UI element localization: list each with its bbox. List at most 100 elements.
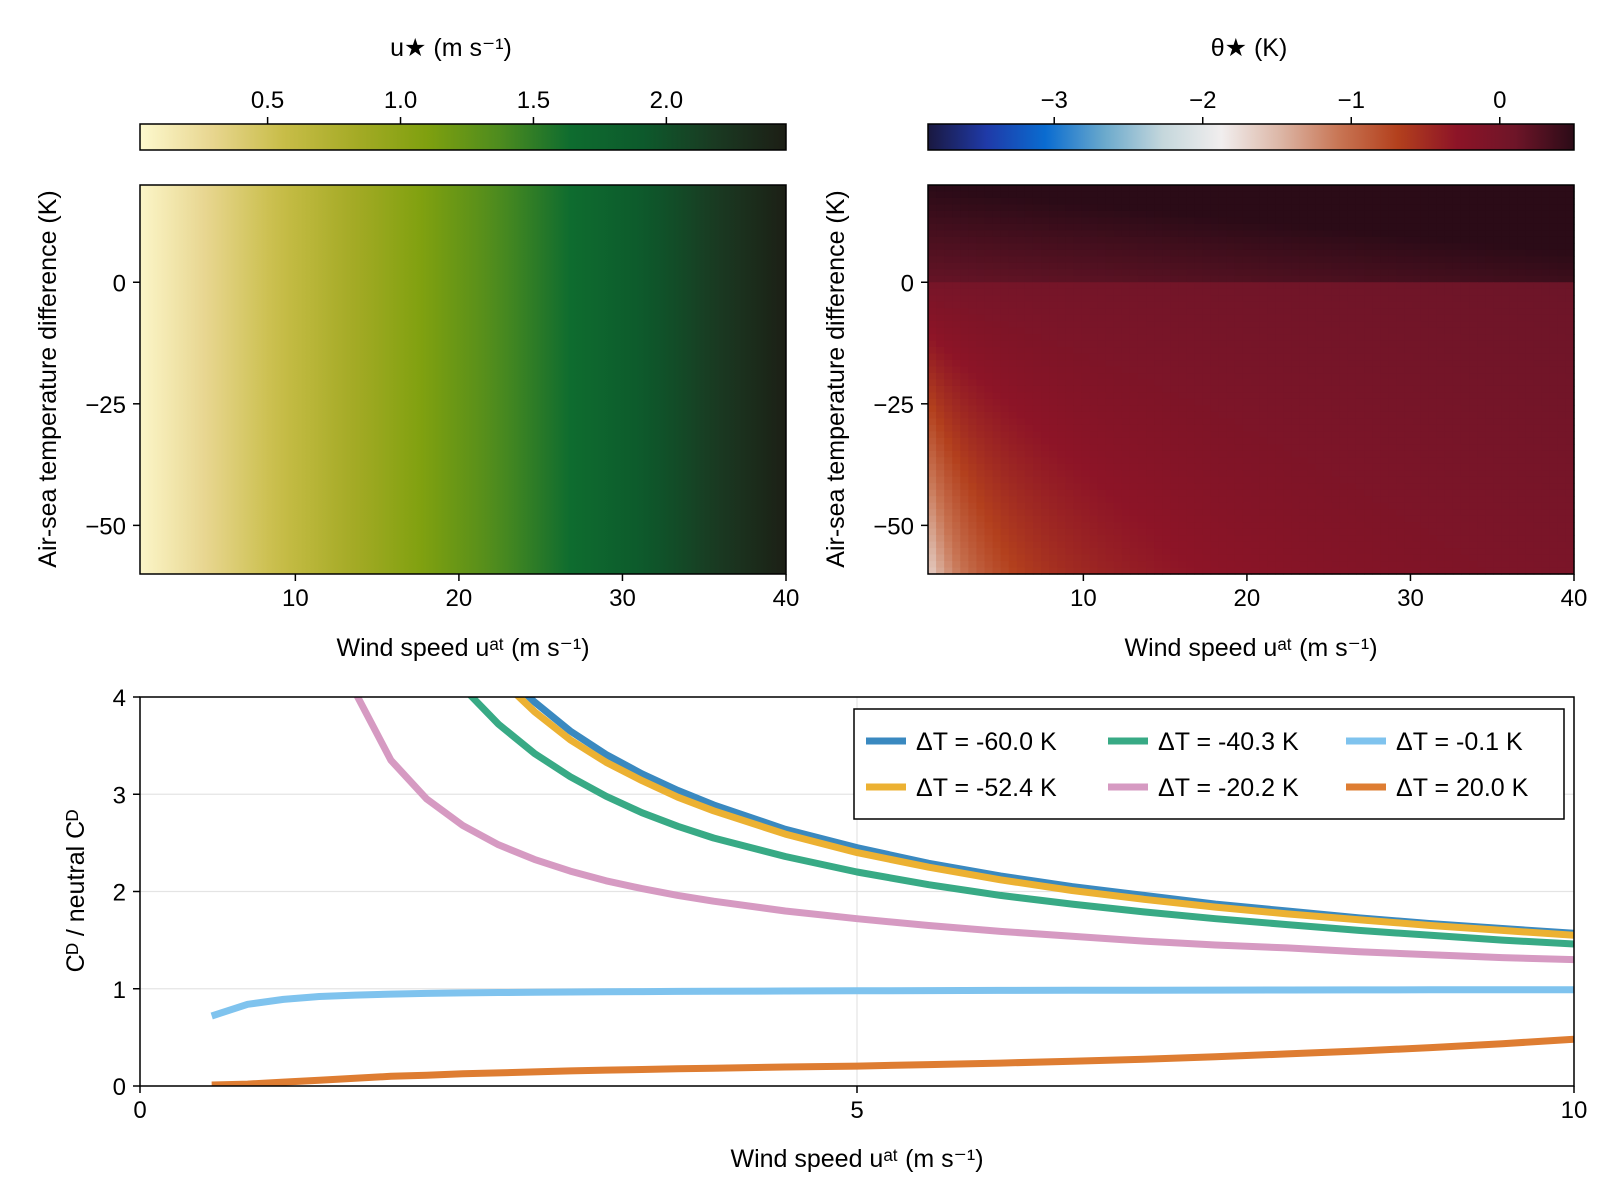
- heatmap-cell: [1210, 561, 1220, 569]
- heatmap-cell: [1525, 561, 1535, 569]
- heatmap-cell: [1259, 463, 1268, 471]
- heatmap-cell: [1364, 470, 1373, 478]
- heatmap-cell: [1008, 282, 1018, 290]
- heatmap-cell: [1315, 321, 1325, 329]
- heatmap-cell: [1137, 223, 1147, 231]
- heatmap-cell: [1299, 561, 1309, 569]
- heatmap-cell: [1259, 457, 1268, 465]
- heatmap-cell: [944, 321, 953, 329]
- theta-colorbar: [927, 123, 1575, 151]
- heatmap-cell: [1428, 437, 1438, 445]
- heatmap-cell: [1194, 269, 1204, 277]
- heatmap-cell: [928, 509, 937, 517]
- heatmap-cell: [1412, 522, 1422, 530]
- heatmap-cell: [1323, 366, 1333, 374]
- heatmap-cell: [1493, 217, 1502, 225]
- heatmap-cell: [1234, 405, 1244, 413]
- heatmap-cell: [1315, 301, 1325, 309]
- heatmap-cell: [944, 489, 953, 497]
- heatmap-cell: [984, 444, 994, 452]
- heatmap-cell: [952, 463, 961, 471]
- heatmap-cell: [936, 308, 945, 316]
- heatmap-cell: [1501, 204, 1510, 212]
- heatmap-cell: [1137, 489, 1147, 497]
- heatmap-cell: [1331, 554, 1341, 562]
- heatmap-cell: [1170, 327, 1179, 335]
- heatmap-cell: [1178, 522, 1187, 530]
- heatmap-cell: [1146, 360, 1155, 368]
- heatmap-cell: [1315, 561, 1325, 569]
- heatmap-cell: [1154, 353, 1163, 361]
- heatmap-cell: [1355, 554, 1365, 562]
- heatmap-cell: [1460, 457, 1470, 465]
- heatmap-cell: [1404, 509, 1414, 517]
- heatmap-cell: [1178, 424, 1187, 432]
- heatmap-cell: [1509, 243, 1519, 251]
- heatmap-cell: [1541, 301, 1551, 309]
- heatmap-cell: [1234, 535, 1244, 543]
- heatmap-cell: [1307, 398, 1317, 407]
- heatmap-cell: [1234, 548, 1244, 556]
- heatmap-cell: [968, 411, 978, 419]
- heatmap-cell: [1420, 191, 1430, 199]
- heatmap-cell: [1089, 327, 1099, 335]
- heatmap-cell: [952, 334, 961, 342]
- heatmap-cell: [1469, 373, 1478, 381]
- heatmap-cell: [1525, 541, 1535, 549]
- heatmap-cell: [1444, 437, 1454, 445]
- heatmap-cell: [1016, 535, 1026, 543]
- heatmap-cell: [1501, 191, 1510, 199]
- heatmap-cell: [1121, 282, 1131, 290]
- heatmap-cell: [1275, 554, 1284, 562]
- heatmap-cell: [1218, 243, 1228, 251]
- heatmap-cell: [1355, 373, 1365, 381]
- heatmap-cell: [1073, 334, 1083, 342]
- heatmap-cell: [944, 470, 953, 478]
- heatmap-cell: [992, 424, 1002, 432]
- heatmap-cell: [976, 204, 986, 212]
- heatmap-cell: [1460, 210, 1470, 219]
- heatmap-cell: [1428, 515, 1438, 523]
- heatmap-cell: [1121, 476, 1131, 484]
- heatmap-cell: [992, 275, 1002, 283]
- heatmap-cell: [1428, 334, 1438, 342]
- heatmap-cell: [936, 379, 945, 387]
- heatmap-cell: [944, 269, 953, 277]
- heatmap-cell: [1299, 515, 1309, 523]
- heatmap-cell: [1097, 185, 1107, 193]
- heatmap-cell: [1525, 496, 1535, 504]
- heatmap-cell: [968, 223, 978, 231]
- colorbar-tick-label: 2.0: [650, 87, 683, 114]
- heatmap-cell: [928, 502, 937, 510]
- heatmap-cell: [1154, 243, 1163, 251]
- heatmap-cell: [1444, 411, 1454, 419]
- heatmap-cell: [968, 275, 978, 283]
- heatmap-cell: [968, 522, 978, 530]
- heatmap-cell: [1049, 347, 1058, 355]
- heatmap-cell: [1533, 405, 1543, 413]
- heatmap-cell: [1565, 353, 1575, 361]
- heatmap-cell: [1016, 314, 1026, 322]
- heatmap-cell: [1533, 347, 1543, 355]
- heatmap-cell: [1032, 548, 1042, 556]
- heatmap-cell: [1485, 457, 1494, 465]
- heatmap-cell: [1323, 269, 1333, 277]
- heatmap-cell: [1089, 347, 1099, 355]
- heatmap-cell: [936, 256, 945, 264]
- heatmap-cell: [1299, 197, 1309, 206]
- heatmap-cell: [1032, 496, 1042, 504]
- heatmap-cell: [1355, 398, 1365, 407]
- heatmap-cell: [1517, 483, 1527, 491]
- heatmap-cell: [1242, 210, 1252, 219]
- heatmap-cell: [1032, 210, 1042, 219]
- heatmap-cell: [1113, 418, 1123, 426]
- heatmap-cell: [992, 502, 1002, 510]
- heatmap-cell: [1364, 314, 1373, 322]
- heatmap-cell: [1493, 541, 1502, 549]
- heatmap-cell: [1299, 437, 1309, 445]
- heatmap-cell: [1436, 269, 1446, 277]
- heatmap-cell: [968, 295, 978, 303]
- heatmap-cell: [1105, 321, 1115, 329]
- heatmap-cell: [1234, 450, 1244, 458]
- heatmap-cell: [1307, 308, 1317, 316]
